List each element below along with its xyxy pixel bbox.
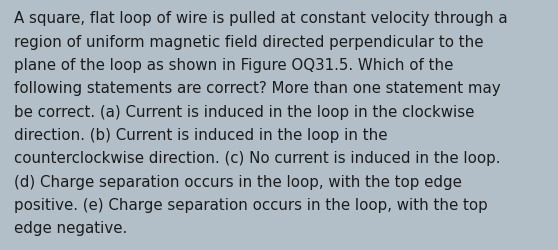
Text: positive. (e) Charge separation occurs in the loop, with the top: positive. (e) Charge separation occurs i… <box>14 197 488 212</box>
Text: following statements are correct? More than one statement may: following statements are correct? More t… <box>14 81 501 96</box>
Text: (d) Charge separation occurs in the loop, with the top edge: (d) Charge separation occurs in the loop… <box>14 174 462 189</box>
Text: counterclockwise direction. (c) No current is induced in the loop.: counterclockwise direction. (c) No curre… <box>14 151 501 166</box>
Text: be correct. (a) Current is induced in the loop in the clockwise: be correct. (a) Current is induced in th… <box>14 104 474 119</box>
Text: region of uniform magnetic field directed perpendicular to the: region of uniform magnetic field directe… <box>14 34 483 50</box>
Text: edge negative.: edge negative. <box>14 220 127 236</box>
Text: A square, flat loop of wire is pulled at constant velocity through a: A square, flat loop of wire is pulled at… <box>14 11 508 26</box>
Text: direction. (b) Current is induced in the loop in the: direction. (b) Current is induced in the… <box>14 128 387 142</box>
Text: plane of the loop as shown in Figure OQ31.5. Which of the: plane of the loop as shown in Figure OQ3… <box>14 58 453 73</box>
